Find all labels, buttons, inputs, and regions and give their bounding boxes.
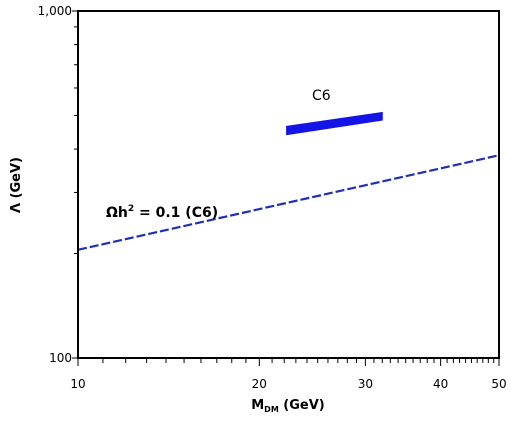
relic-label-prefix: Ωh — [106, 205, 128, 221]
plot-frame — [77, 10, 500, 359]
x-tick-label: 20 — [252, 377, 267, 391]
x-axis-label: MDM (GeV) — [251, 398, 325, 414]
x-tick-label: 40 — [433, 377, 448, 391]
y-axis-label: Λ (GeV) — [9, 157, 24, 213]
relic-density-line — [77, 154, 500, 251]
relic-density-label: Ωh2 = 0.1 (C6) — [106, 204, 218, 221]
relic-label-suffix: = 0.1 (C6) — [134, 205, 218, 221]
x-tick-label: 50 — [491, 377, 506, 391]
c6-band — [286, 111, 383, 136]
ticks-layer: 10 20 30 40 50 100 1,000 — [38, 4, 507, 391]
x-axis-label-sub: DM — [264, 405, 279, 414]
series-layer — [77, 111, 500, 251]
x-tick-label: 10 — [70, 377, 85, 391]
x-axis-label-main: M — [251, 398, 264, 413]
c6-band-label: C6 — [312, 88, 331, 104]
y-tick-label: 100 — [49, 351, 72, 365]
y-tick-label: 1,000 — [38, 4, 72, 18]
x-tick-label: 30 — [358, 377, 373, 391]
x-axis-label-rest: (GeV) — [279, 398, 325, 413]
relic-label-sup: 2 — [128, 204, 134, 214]
